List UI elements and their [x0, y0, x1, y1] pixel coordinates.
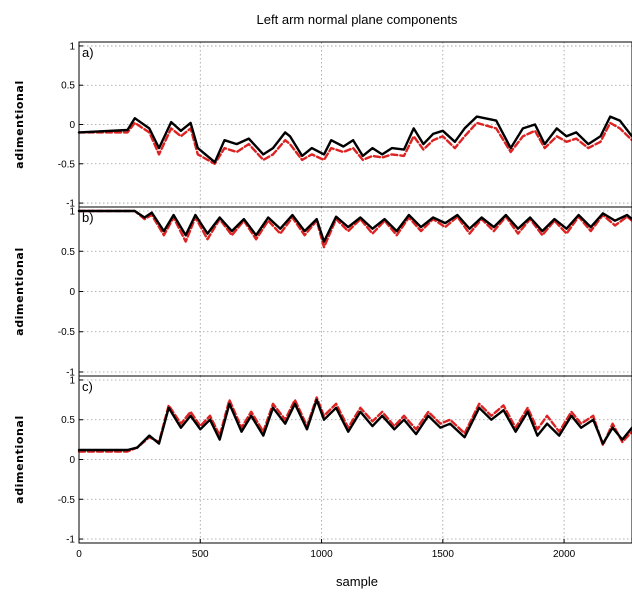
y-tick-label: 0.5 [61, 415, 75, 426]
y-tick-label: -1 [66, 367, 75, 378]
x-tick-label: 2000 [553, 549, 576, 560]
series-line-2 [77, 209, 632, 249]
y-axis-label: adimentional [13, 415, 26, 504]
chart-panels: 1 0.5 0 -0.5 -1 a) adimentional 1 0.5 0 -0.5 -1 b) ad… [13, 41, 632, 546]
panel-label: b) [82, 210, 94, 225]
y-tick-label: 0.5 [61, 247, 75, 258]
x-tick-label: 500 [192, 549, 209, 560]
series-line-1 [77, 398, 632, 452]
x-axis: 0 500 1000 1500 2000 [76, 539, 576, 560]
y-tick-label: -0.5 [58, 159, 76, 170]
series-line-2 [77, 396, 632, 453]
series-line-1 [77, 209, 632, 243]
y-tick-label: 0 [69, 120, 75, 131]
panel-label: a) [82, 45, 94, 60]
panel-3: 1 0.5 0 -0.5 -1 c) adimentional [13, 375, 632, 546]
y-tick-label: 0 [69, 287, 75, 298]
y-tick-label: 0 [69, 455, 75, 466]
y-tick-label: -1 [66, 535, 75, 546]
y-tick-label: 0.5 [61, 81, 75, 92]
y-axis-label: adimentional [13, 80, 26, 169]
y-axis-label: adimentional [13, 247, 26, 336]
panel-2: 1 0.5 0 -0.5 -1 b) adimentional [13, 206, 632, 378]
x-axis-label: sample [336, 574, 378, 589]
series-line-1 [77, 115, 632, 164]
y-tick-label: -0.5 [58, 327, 76, 338]
chart-title: Left arm normal plane components [257, 12, 458, 27]
y-tick-label: -1 [66, 199, 75, 210]
y-tick-label: -0.5 [58, 495, 76, 506]
y-tick-label: 1 [69, 41, 75, 52]
series-line-2 [77, 121, 632, 166]
x-tick-label: 1000 [310, 549, 333, 560]
y-tick-label: 1 [69, 207, 75, 218]
x-tick-label: 1500 [432, 549, 455, 560]
panel-1: 1 0.5 0 -0.5 -1 a) adimentional [13, 41, 632, 210]
panel-label: c) [82, 379, 93, 394]
x-tick-label: 0 [76, 549, 82, 560]
y-tick-label: 1 [69, 375, 75, 386]
